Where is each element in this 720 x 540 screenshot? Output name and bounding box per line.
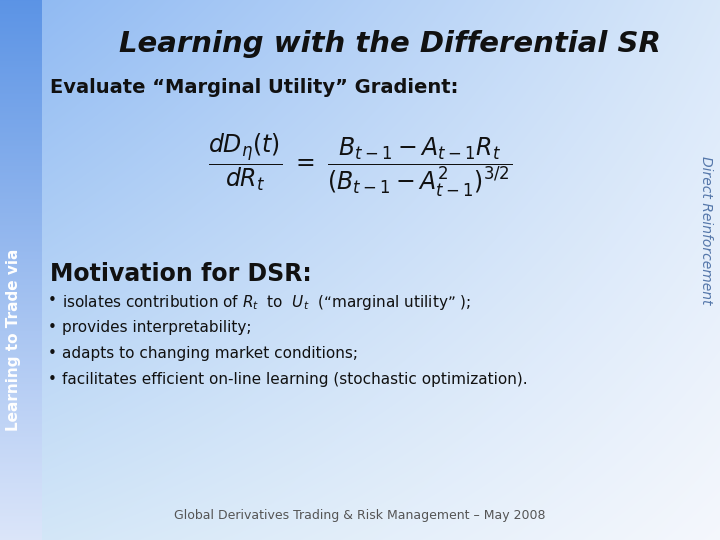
Text: •: • [48, 346, 56, 361]
Text: $\dfrac{dD_{\eta}(t)}{dR_t}$$\ =\ $$\dfrac{B_{t-1} - A_{t-1}R_t}{(B_{t-1} - A_{t: $\dfrac{dD_{\eta}(t)}{dR_t}$$\ =\ $$\dfr… [208, 131, 512, 199]
Text: Global Derivatives Trading & Risk Management – May 2008: Global Derivatives Trading & Risk Manage… [174, 509, 546, 522]
Text: isolates contribution of $R_t$  to  $U_t$  (“marginal utility” );: isolates contribution of $R_t$ to $U_t$ … [62, 293, 472, 312]
Text: •: • [48, 293, 56, 308]
Text: Learning with the Differential SR: Learning with the Differential SR [119, 30, 661, 58]
Text: Evaluate “Marginal Utility” Gradient:: Evaluate “Marginal Utility” Gradient: [50, 78, 459, 97]
Text: provides interpretability;: provides interpretability; [62, 320, 251, 335]
Text: •: • [48, 320, 56, 335]
Text: Learning to Trade via: Learning to Trade via [6, 249, 22, 431]
Text: adapts to changing market conditions;: adapts to changing market conditions; [62, 346, 358, 361]
Text: facilitates efficient on-line learning (stochastic optimization).: facilitates efficient on-line learning (… [62, 372, 528, 387]
Text: Motivation for DSR:: Motivation for DSR: [50, 262, 312, 286]
Text: •: • [48, 372, 56, 387]
Text: Direct Reinforcement: Direct Reinforcement [699, 156, 713, 304]
